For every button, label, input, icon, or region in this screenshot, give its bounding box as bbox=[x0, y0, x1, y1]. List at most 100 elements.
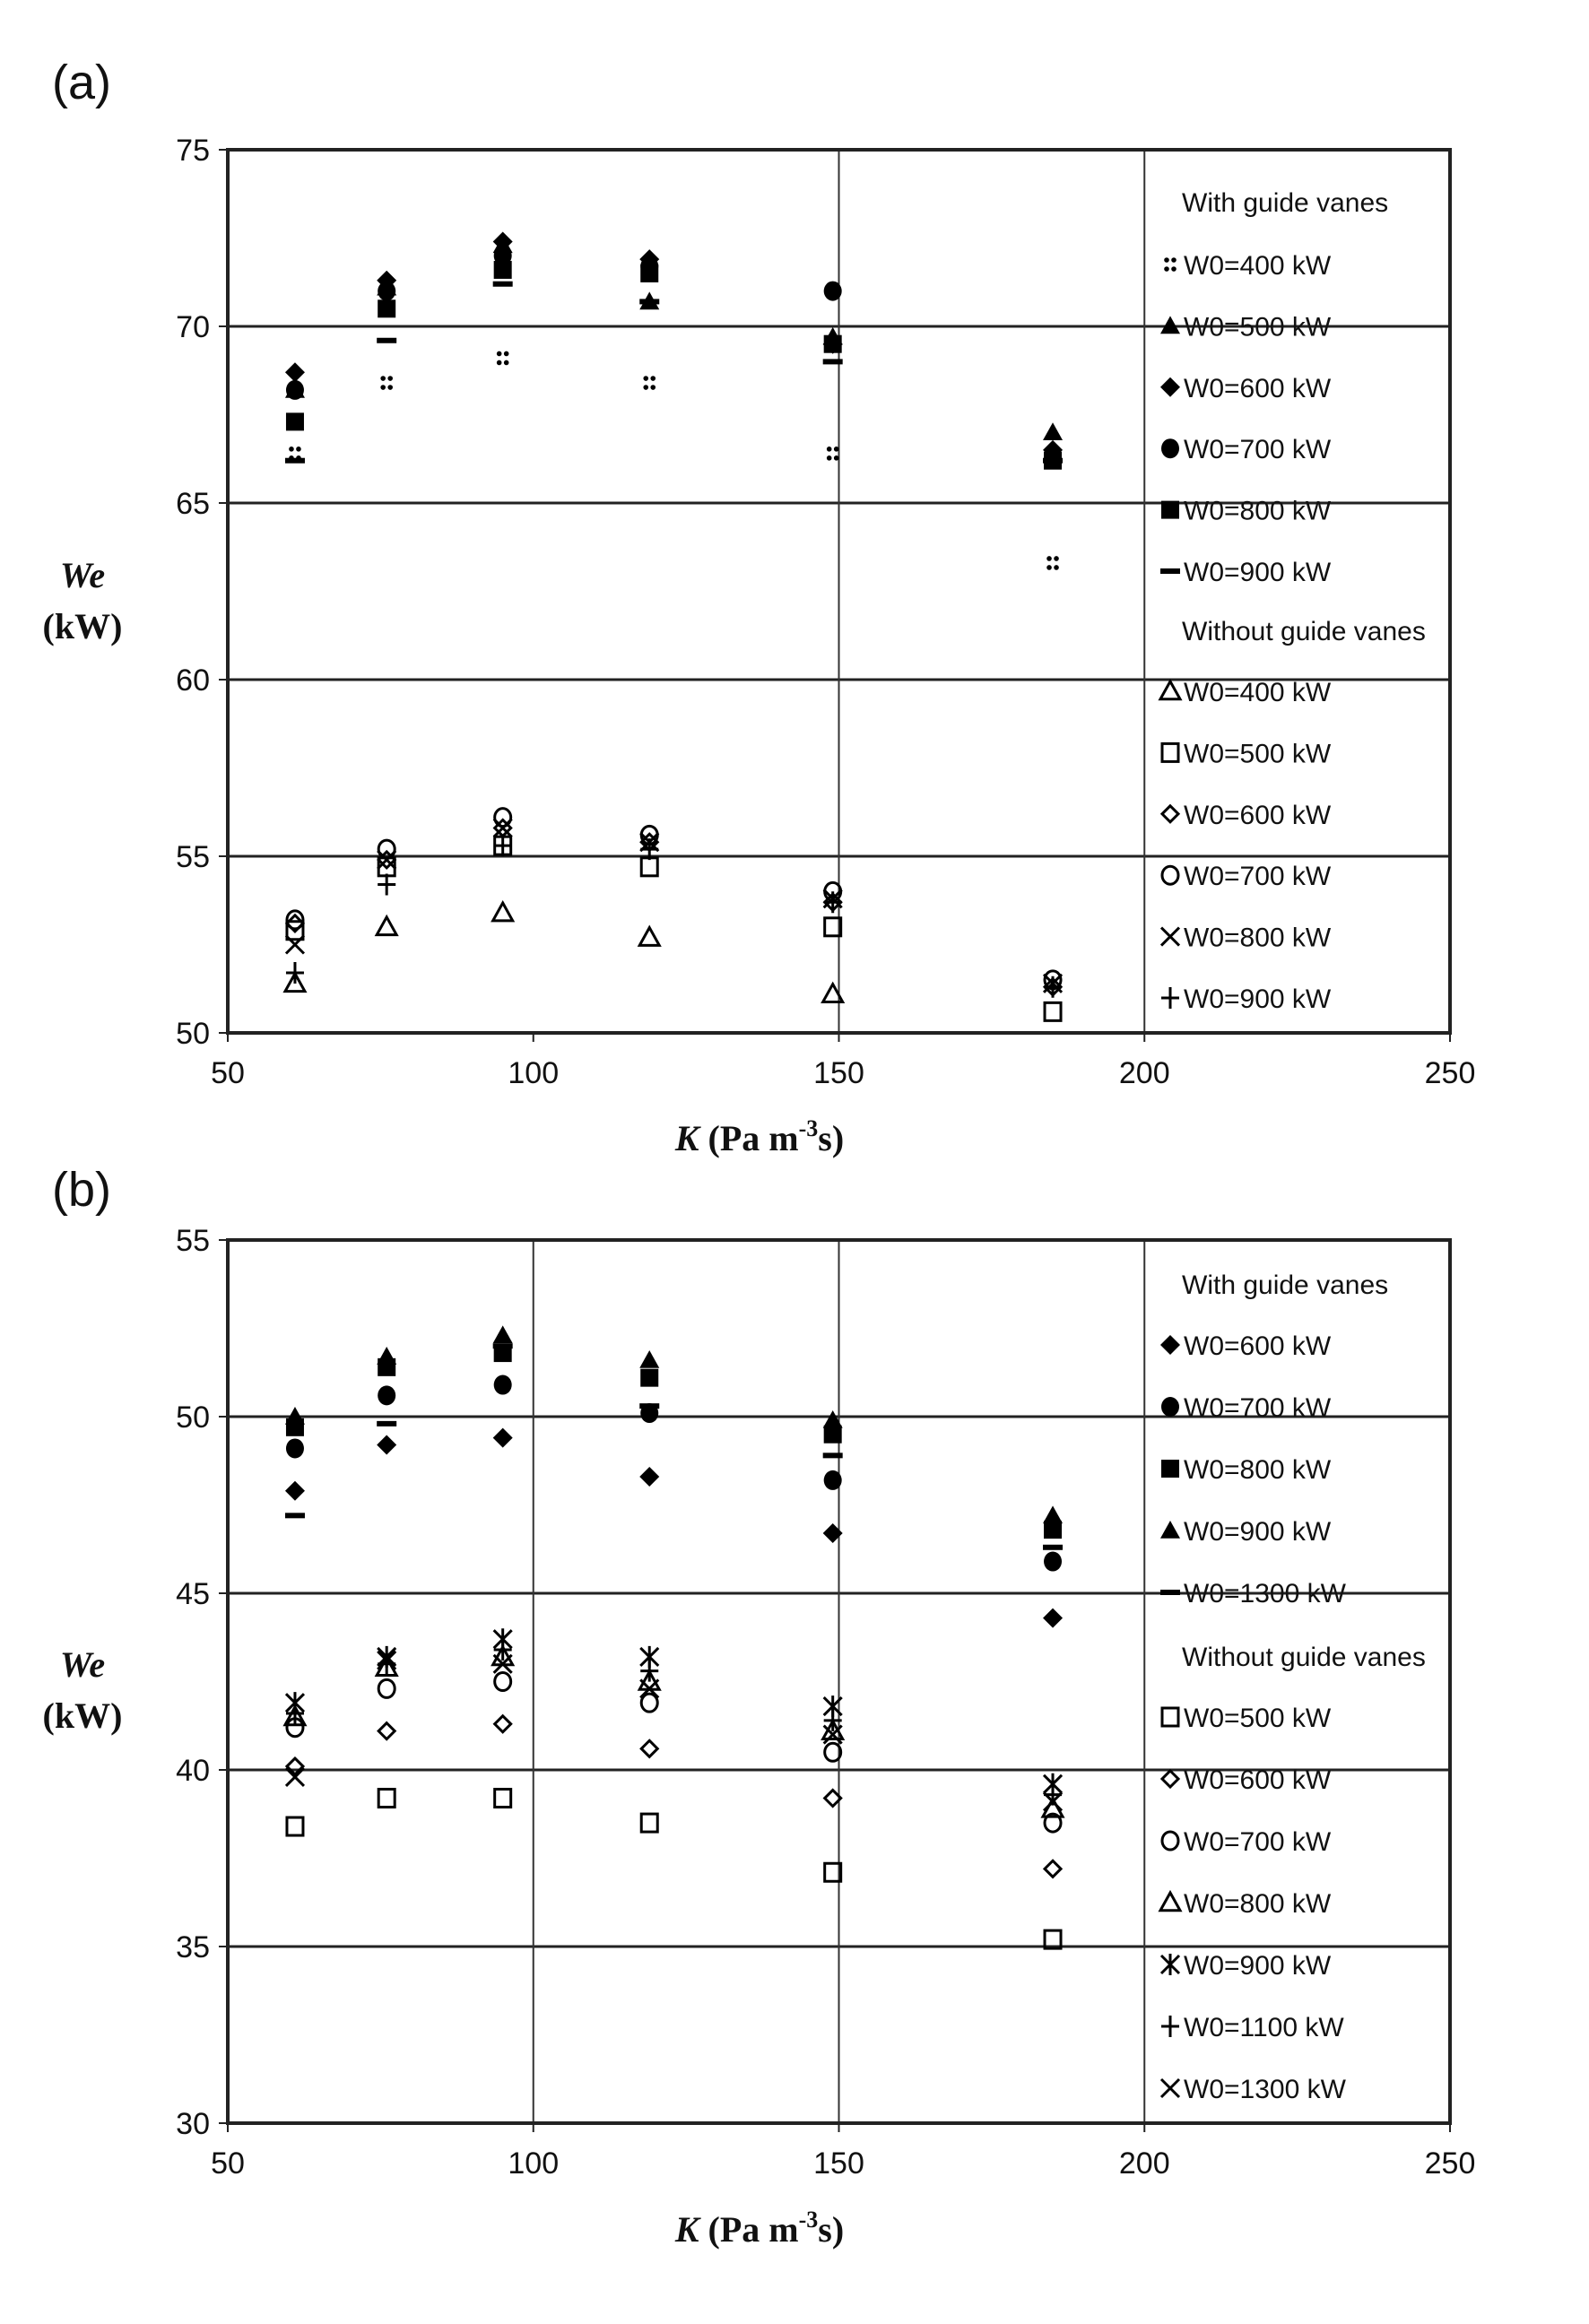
data-point bbox=[823, 1470, 842, 1490]
legend-marker-icon bbox=[1160, 568, 1180, 574]
x-axis-var: K bbox=[674, 1118, 708, 1158]
panel-label: (b) bbox=[52, 1163, 111, 1217]
data-point bbox=[822, 1452, 843, 1459]
data-point bbox=[640, 264, 659, 282]
data-point bbox=[377, 1347, 397, 1365]
data-point bbox=[493, 246, 512, 266]
legend-entry: W0=900 kW bbox=[1184, 1951, 1332, 1981]
legend-group-title: Without guide vanes bbox=[1182, 617, 1426, 646]
y-axis-unit: (kW) bbox=[43, 1695, 123, 1736]
data-point bbox=[374, 914, 399, 937]
data-point bbox=[640, 1368, 659, 1387]
y-tick-label: 65 bbox=[176, 487, 210, 521]
legend-entry: W0=500 kW bbox=[1184, 312, 1332, 342]
x-axis-label: K (Pa m-3s) bbox=[674, 2207, 844, 2250]
data-point bbox=[284, 1756, 306, 1777]
data-point bbox=[1042, 1791, 1064, 1812]
legend-group-title: With guide vanes bbox=[1182, 188, 1388, 218]
legend-marker-icon bbox=[1159, 1768, 1181, 1790]
legend-entry: W0=800 kW bbox=[1184, 1455, 1332, 1485]
data-point bbox=[823, 334, 842, 353]
legend-marker-icon bbox=[1158, 1889, 1183, 1912]
data-point bbox=[285, 1702, 304, 1724]
data-point bbox=[823, 1861, 843, 1883]
legend-entry: W0=600 kW bbox=[1184, 1331, 1332, 1361]
data-point bbox=[1043, 1812, 1063, 1834]
data-point bbox=[493, 260, 512, 279]
legend-marker-icon bbox=[1159, 2077, 1181, 2099]
data-point bbox=[492, 818, 513, 838]
x-tick-label: 200 bbox=[1119, 1056, 1170, 1090]
data-point bbox=[378, 1385, 396, 1406]
data-point bbox=[640, 1660, 659, 1682]
data-point bbox=[491, 899, 516, 923]
legend-entry: W0=800 kW bbox=[1184, 497, 1332, 526]
y-tick-label: 55 bbox=[176, 840, 210, 874]
data-point bbox=[492, 1343, 513, 1349]
data-point bbox=[493, 1374, 512, 1395]
data-point bbox=[823, 916, 843, 938]
y-tick-label: 70 bbox=[176, 310, 210, 344]
x-axis-unit-end: s) bbox=[818, 2209, 844, 2250]
legend-entry: W0=800 kW bbox=[1184, 924, 1332, 953]
data-point bbox=[639, 1678, 660, 1699]
y-tick-label: 75 bbox=[176, 134, 210, 168]
y-tick-label: 40 bbox=[176, 1754, 210, 1788]
x-tick-label: 150 bbox=[813, 1056, 864, 1090]
legend-marker-icon bbox=[1160, 741, 1180, 763]
y-axis-var: We bbox=[60, 555, 105, 595]
legend-marker-icon bbox=[1161, 500, 1179, 519]
data-point bbox=[377, 1420, 397, 1426]
legend-marker-icon bbox=[1160, 1521, 1180, 1539]
data-point bbox=[285, 1438, 304, 1459]
data-point bbox=[639, 299, 660, 305]
data-point bbox=[285, 920, 305, 941]
legend-marker-icon bbox=[1161, 987, 1179, 1009]
x-tick-label: 100 bbox=[508, 1056, 559, 1090]
data-point bbox=[284, 1766, 306, 1787]
data-point bbox=[821, 981, 846, 1003]
data-point bbox=[639, 1349, 660, 1368]
data-point bbox=[1043, 1544, 1064, 1550]
data-point bbox=[493, 1788, 513, 1809]
x-tick-label: 250 bbox=[1425, 1056, 1476, 1090]
data-point bbox=[282, 1704, 308, 1727]
legend-marker-icon bbox=[1160, 1706, 1180, 1728]
legend-marker-icon bbox=[1160, 1590, 1180, 1595]
y-tick-label: 55 bbox=[176, 1224, 210, 1258]
data-point bbox=[1043, 1929, 1063, 1950]
data-point bbox=[285, 909, 305, 931]
legend-entry: W0=400 kW bbox=[1184, 678, 1332, 707]
data-point bbox=[639, 1812, 659, 1834]
legend-marker-icon bbox=[1161, 1460, 1179, 1478]
data-point bbox=[822, 1409, 843, 1428]
legend-entry: W0=1300 kW bbox=[1184, 2075, 1347, 2104]
data-point bbox=[643, 376, 656, 390]
x-axis-unit: (Pa m bbox=[708, 1118, 799, 1158]
panel-b: (b) 50 100 150 200 250 30 35 40 45 50 55 K (Pa m-3s)… bbox=[43, 1163, 1476, 2250]
legend-entry: W0=600 kW bbox=[1184, 374, 1332, 403]
legend-entry: W0=500 kW bbox=[1184, 739, 1332, 768]
data-point bbox=[639, 1466, 660, 1487]
legend-entry: W0=1100 kW bbox=[1184, 2013, 1344, 2042]
legend-marker-icon bbox=[1159, 1954, 1181, 1975]
data-point bbox=[492, 231, 513, 252]
legend-entry: W0=700 kW bbox=[1184, 435, 1332, 464]
data-point bbox=[284, 1407, 305, 1425]
x-tick-label: 50 bbox=[211, 1056, 245, 1090]
data-point bbox=[285, 962, 304, 984]
data-point bbox=[822, 1788, 843, 1808]
panel-a: (a) 50 100 150 200 250 50 55 60 65 70 75 K (Pa m-3s)… bbox=[43, 56, 1476, 1158]
legend-entry: W0=800 kW bbox=[1184, 1889, 1332, 1919]
x-tick-label: 150 bbox=[813, 2146, 864, 2181]
data-point bbox=[823, 1425, 842, 1444]
legend-marker-icon bbox=[1158, 678, 1183, 701]
x-tick-label: 50 bbox=[211, 2146, 245, 2181]
legend-marker-icon bbox=[1164, 257, 1177, 272]
data-point bbox=[284, 1480, 305, 1501]
data-point bbox=[378, 1652, 396, 1675]
data-point bbox=[1044, 976, 1063, 998]
legend-marker-icon bbox=[1159, 803, 1181, 824]
legend-entry: W0=700 kW bbox=[1184, 1827, 1332, 1857]
data-point bbox=[639, 1403, 660, 1409]
